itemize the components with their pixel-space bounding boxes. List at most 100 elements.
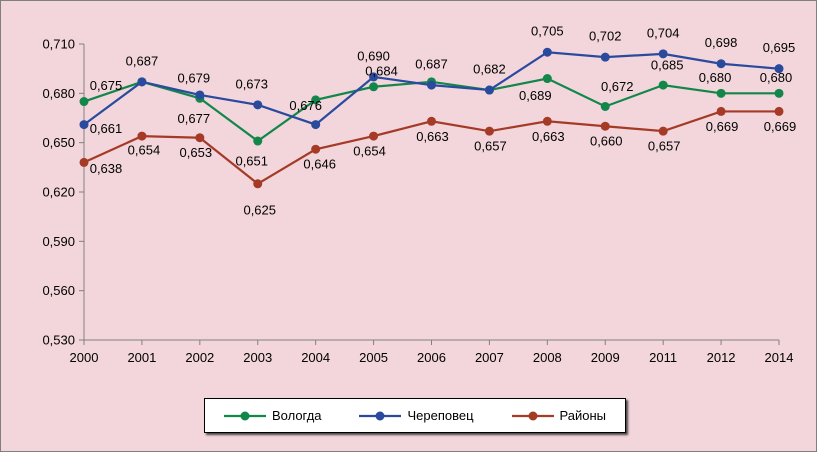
legend-swatch-cherepovets xyxy=(359,411,402,420)
point-rayony xyxy=(484,126,494,136)
data-label-cherepovets: 0,679 xyxy=(178,70,211,85)
data-label-rayony: 0,654 xyxy=(128,143,161,158)
point-rayony xyxy=(79,157,89,167)
point-cherepovets xyxy=(658,49,668,59)
data-label-cherepovets: 0,682 xyxy=(473,62,506,77)
data-label-vologda: 0,680 xyxy=(699,70,732,85)
legend-label-vologda: Вологда xyxy=(271,408,322,423)
point-rayony xyxy=(427,116,436,126)
point-cherepovets xyxy=(484,85,494,95)
point-rayony xyxy=(542,116,552,126)
data-label-vologda: 0,677 xyxy=(178,111,211,126)
point-cherepovets xyxy=(195,90,205,100)
point-vologda xyxy=(369,82,379,92)
point-vologda xyxy=(542,74,552,84)
x-tick-label: 2006 xyxy=(417,350,446,365)
x-tick-label: 2012 xyxy=(707,350,736,365)
legend-item-vologda: Вологда xyxy=(223,408,322,423)
legend: Вологда Череповец Районы xyxy=(204,398,626,433)
data-label-rayony: 0,657 xyxy=(648,139,681,154)
point-cherepovets xyxy=(137,77,147,87)
point-rayony xyxy=(369,131,379,141)
legend-label-rayony: Районы xyxy=(559,408,606,423)
data-label-rayony: 0,669 xyxy=(764,119,797,134)
y-tick-label: 0,590 xyxy=(42,234,75,249)
point-rayony xyxy=(716,106,726,116)
point-cherepovets xyxy=(774,64,784,74)
point-rayony xyxy=(600,121,610,131)
point-vologda xyxy=(658,80,668,90)
data-label-cherepovets: 0,676 xyxy=(289,98,322,113)
point-rayony xyxy=(195,133,205,143)
data-label-cherepovets: 0,687 xyxy=(126,53,159,68)
point-cherepovets xyxy=(253,100,263,110)
data-label-vologda: 0,651 xyxy=(235,154,268,169)
data-label-rayony: 0,660 xyxy=(590,134,623,149)
data-label-rayony: 0,638 xyxy=(90,161,123,176)
x-tick-label: 2007 xyxy=(475,350,504,365)
y-tick-label: 0,650 xyxy=(42,135,75,150)
point-vologda xyxy=(253,136,263,146)
x-tick-label: 2003 xyxy=(243,350,272,365)
point-vologda xyxy=(600,101,610,111)
x-tick-label: 2005 xyxy=(359,350,388,365)
data-label-cherepovets: 0,702 xyxy=(589,29,622,44)
x-tick-label: 2014 xyxy=(765,350,794,365)
y-tick-label: 0,680 xyxy=(42,86,75,101)
point-rayony xyxy=(137,131,147,141)
point-rayony xyxy=(774,106,784,116)
data-label-rayony: 0,625 xyxy=(243,202,276,217)
x-tick-label: 2000 xyxy=(70,350,99,365)
data-label-vologda: 0,680 xyxy=(760,70,793,85)
point-rayony xyxy=(253,179,263,189)
data-label-cherepovets: 0,704 xyxy=(647,25,680,40)
data-label-rayony: 0,654 xyxy=(353,144,386,159)
x-tick-label: 2004 xyxy=(301,350,330,365)
legend-label-cherepovets: Череповец xyxy=(407,408,474,423)
point-vologda xyxy=(716,88,726,98)
y-tick-label: 0,560 xyxy=(42,283,75,298)
data-label-cherepovets: 0,661 xyxy=(90,121,123,136)
data-label-cherepovets: 0,698 xyxy=(705,35,738,50)
data-label-cherepovets: 0,687 xyxy=(415,57,448,72)
y-tick-label: 0,710 xyxy=(42,37,75,52)
legend-item-cherepovets: Череповец xyxy=(359,408,474,423)
legend-item-rayony: Районы xyxy=(511,408,606,423)
data-label-rayony: 0,657 xyxy=(474,139,507,154)
x-tick-label: 2001 xyxy=(127,350,156,365)
data-label-vologda: 0,675 xyxy=(90,78,123,93)
point-vologda xyxy=(311,95,321,105)
data-label-rayony: 0,653 xyxy=(180,145,213,160)
data-label-cherepovets: 0,673 xyxy=(235,76,268,91)
data-label-rayony: 0,663 xyxy=(532,129,565,144)
x-tick-label: 2009 xyxy=(591,350,620,365)
point-cherepovets xyxy=(427,80,436,90)
point-rayony xyxy=(311,144,321,154)
point-cherepovets xyxy=(369,72,379,82)
y-tick-label: 0,530 xyxy=(42,333,75,348)
point-cherepovets xyxy=(716,59,726,69)
data-label-rayony: 0,646 xyxy=(303,157,336,172)
point-cherepovets xyxy=(79,120,89,130)
data-label-cherepovets: 0,705 xyxy=(531,24,564,39)
legend-swatch-vologda xyxy=(223,411,266,420)
point-vologda xyxy=(774,88,784,98)
legend-swatch-rayony xyxy=(511,411,554,420)
point-cherepovets xyxy=(600,52,610,62)
data-label-cherepovets: 0,690 xyxy=(357,48,390,63)
data-label-vologda: 0,689 xyxy=(519,88,552,103)
point-cherepovets xyxy=(311,120,321,130)
data-label-rayony: 0,663 xyxy=(416,129,449,144)
point-rayony xyxy=(658,126,668,136)
data-label-vologda: 0,685 xyxy=(651,58,684,73)
data-label-vologda: 0,672 xyxy=(601,79,634,94)
data-label-cherepovets: 0,695 xyxy=(763,40,796,55)
data-label-vologda: 0,684 xyxy=(365,63,398,78)
y-tick-label: 0,620 xyxy=(42,185,75,200)
point-cherepovets xyxy=(542,47,552,57)
point-vologda xyxy=(79,97,89,107)
x-tick-label: 2008 xyxy=(533,350,562,365)
x-tick-label: 2002 xyxy=(185,350,214,365)
